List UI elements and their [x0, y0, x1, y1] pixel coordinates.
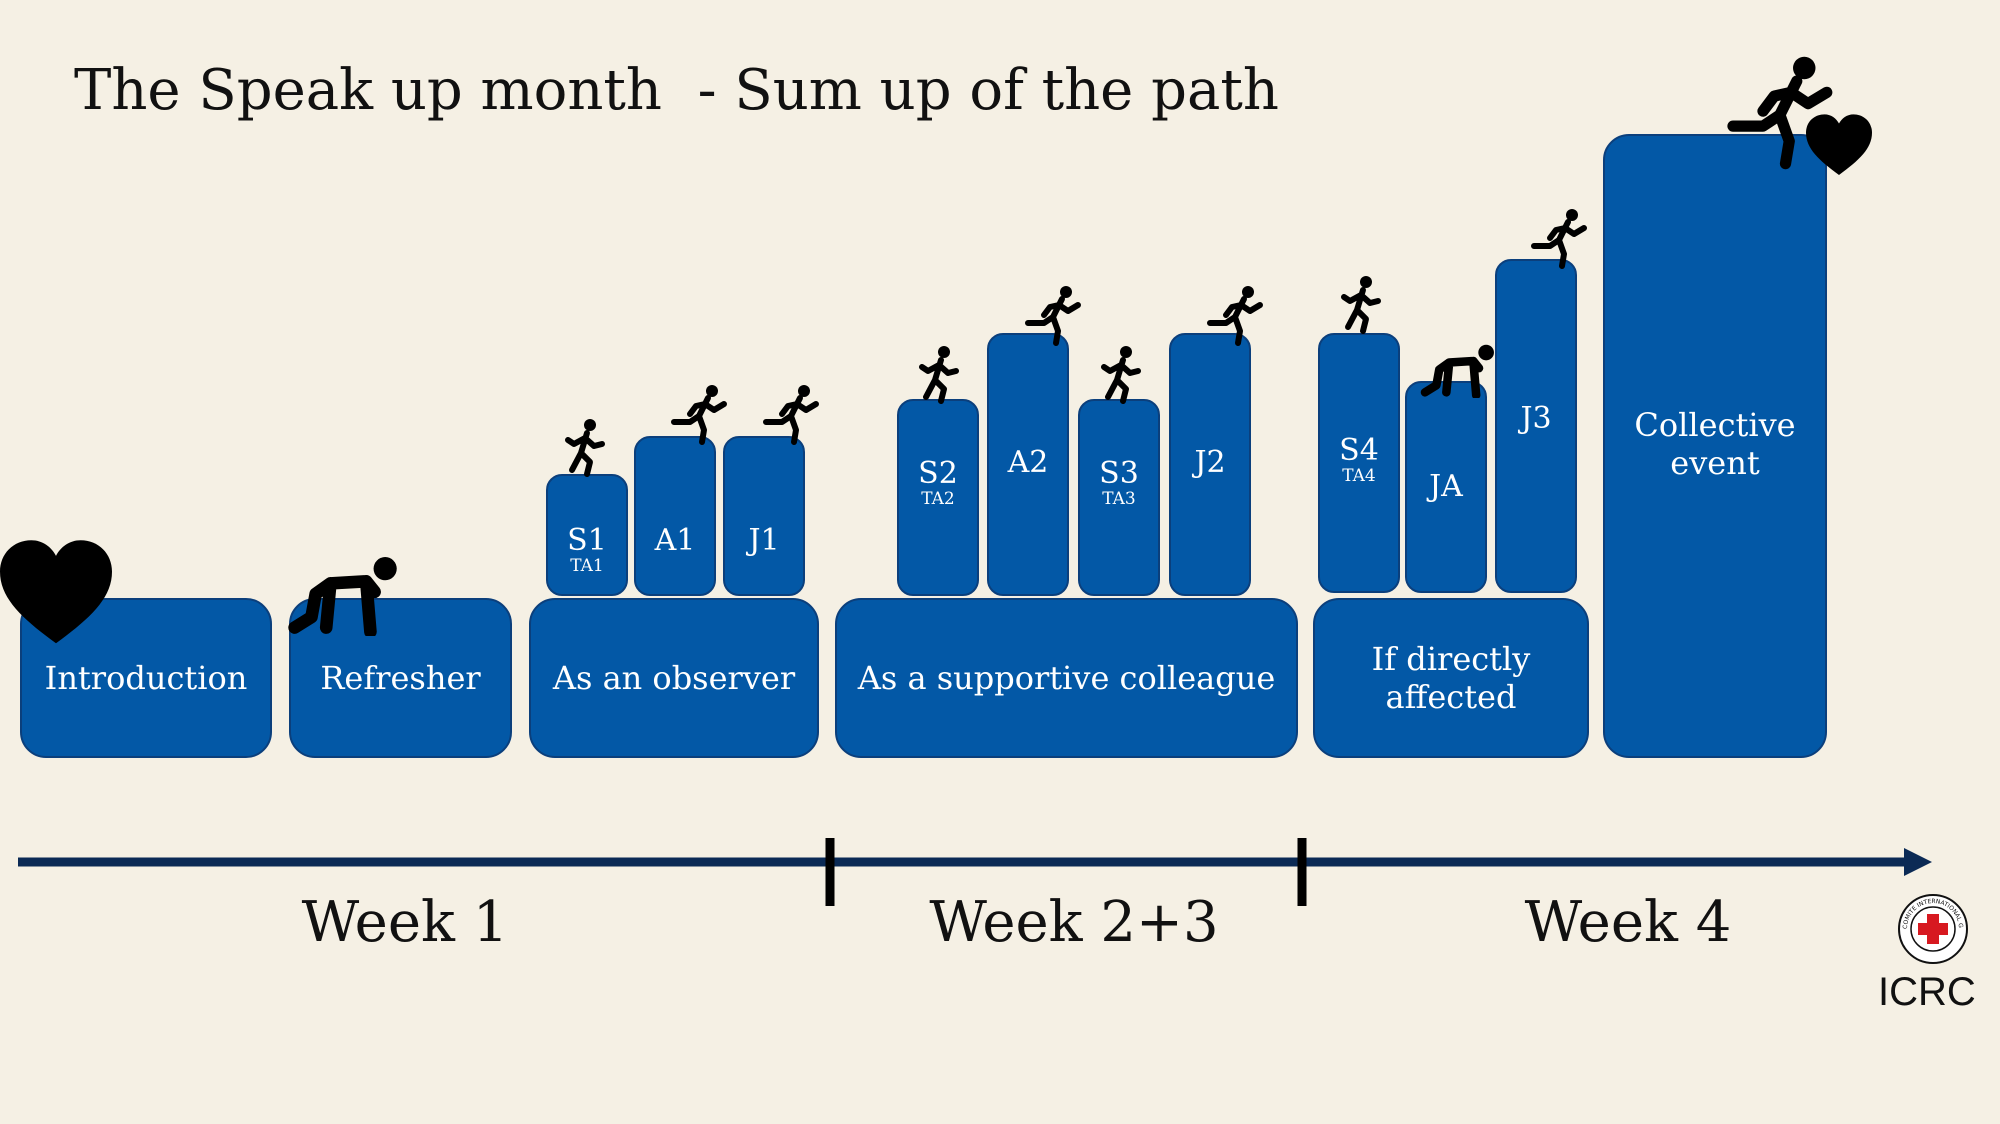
step-label: S1	[567, 523, 607, 558]
step-label: S2	[918, 455, 958, 491]
step-s1: S1 TA1	[546, 474, 628, 596]
step-label: S3	[1099, 455, 1139, 491]
step-label: S4	[1339, 433, 1379, 468]
cross-logo-icon: COMITE INTERNATIONAL GENEVE	[1896, 892, 1968, 964]
segment-label-line1: Collective	[1634, 406, 1796, 444]
step-a2: A2	[987, 333, 1069, 596]
step-sublabel: TA4	[1342, 466, 1376, 486]
step-label: J1	[748, 523, 780, 558]
segment-supportive-colleague: As a supportive colleague	[835, 598, 1298, 758]
step-s2: S2 TA2	[897, 399, 979, 596]
segment-observer: As an observer	[529, 598, 819, 758]
week-label-1: Week 1	[301, 890, 509, 955]
step-label: J3	[1520, 401, 1552, 436]
segment-label-line2: affected	[1385, 678, 1517, 716]
step-label: A1	[654, 523, 696, 558]
segment-label: As a supportive colleague	[857, 659, 1276, 697]
step-sublabel: TA2	[921, 488, 955, 509]
step-s4: S4 TA4	[1318, 333, 1400, 593]
step-sublabel: TA3	[1102, 488, 1136, 509]
step-a1: A1	[634, 436, 716, 596]
week-label-4: Week 4	[1524, 890, 1732, 955]
step-sublabel: TA1	[570, 556, 604, 576]
page-title: The Speak up month - Sum up of the path	[74, 58, 1279, 123]
segment-label: As an observer	[552, 659, 796, 697]
segment-refresher: Refresher	[289, 598, 512, 758]
icrc-logo-text: ICRC	[1878, 970, 1976, 1014]
segment-label: Introduction	[44, 659, 248, 697]
step-label: A2	[1007, 445, 1049, 480]
step-j1: J1	[723, 436, 805, 596]
step-s3: S3 TA3	[1078, 399, 1160, 596]
segment-label: Refresher	[320, 659, 481, 697]
segment-collective-event: Collective event	[1603, 134, 1827, 758]
step-j2: J2	[1169, 333, 1251, 596]
segment-directly-affected: If directly affected	[1313, 598, 1589, 758]
segment-label-line1: If directly	[1371, 640, 1531, 678]
step-j3: J3	[1495, 259, 1577, 593]
segment-label-line2: event	[1670, 444, 1760, 482]
step-label: JA	[1429, 469, 1463, 504]
week-label-2-3: Week 2+3	[929, 890, 1219, 955]
step-label: J2	[1194, 445, 1226, 480]
